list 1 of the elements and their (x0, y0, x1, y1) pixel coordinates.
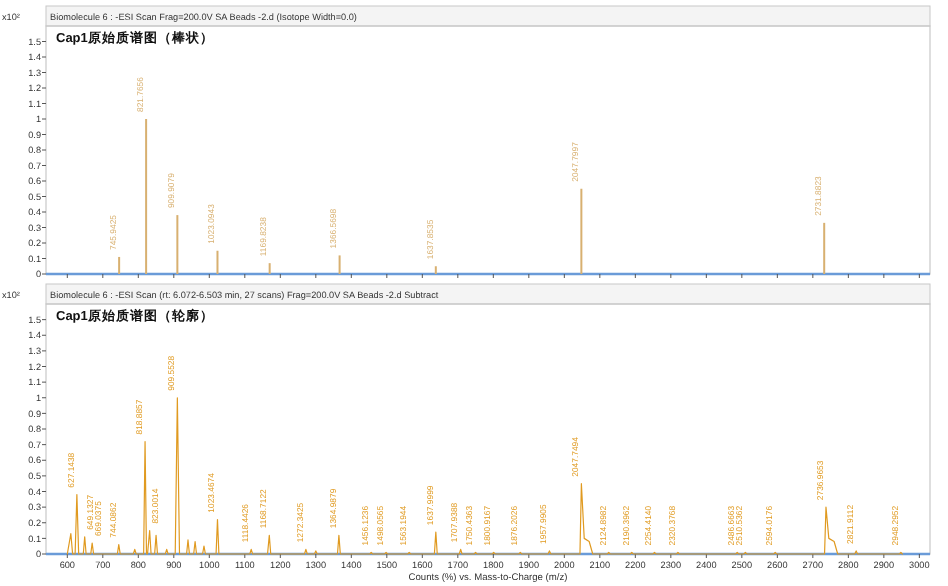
line-series (66, 397, 903, 555)
